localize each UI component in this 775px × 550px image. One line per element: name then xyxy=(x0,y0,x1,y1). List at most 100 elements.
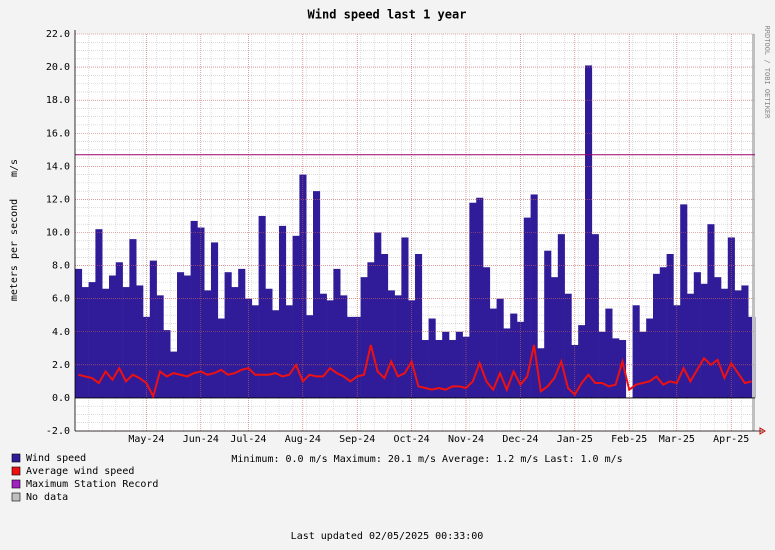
bar xyxy=(81,287,89,398)
bar xyxy=(408,300,416,398)
bar xyxy=(605,308,613,398)
bar xyxy=(428,318,436,398)
y-axis-label: meters per second xyxy=(9,199,20,301)
bar xyxy=(381,254,389,398)
legend-swatch xyxy=(11,492,21,502)
bar xyxy=(523,217,531,398)
bar xyxy=(156,295,164,398)
bar xyxy=(394,295,402,398)
stats: Minimum: 0.0 m/s Maximum: 20.1 m/s Avera… xyxy=(231,454,622,465)
bar xyxy=(693,272,701,398)
bar xyxy=(564,293,572,398)
bar xyxy=(469,202,477,398)
y-tick-label: 22.0 xyxy=(46,29,70,40)
bar xyxy=(217,318,225,398)
legend-swatch xyxy=(11,479,21,489)
x-tick-label: Sep-24 xyxy=(339,434,375,445)
bar xyxy=(544,250,552,398)
bar xyxy=(374,232,382,398)
bar xyxy=(727,237,735,398)
y-tick-label: 10.0 xyxy=(46,228,70,239)
legend-swatch xyxy=(11,453,21,463)
bar xyxy=(707,224,715,398)
legend-label: Average wind speed xyxy=(26,466,134,477)
bar xyxy=(360,277,368,398)
bar xyxy=(204,290,212,398)
bar xyxy=(741,285,749,398)
y-tick-label: 6.0 xyxy=(52,294,70,305)
bar xyxy=(95,229,103,398)
bar xyxy=(517,321,525,398)
legend-label: Maximum Station Record xyxy=(26,479,158,490)
bar xyxy=(122,287,130,398)
bar xyxy=(258,215,266,398)
y-tick-label: 16.0 xyxy=(46,128,70,139)
bar xyxy=(279,225,287,398)
bar xyxy=(75,268,83,398)
legend-label: Wind speed xyxy=(26,453,86,464)
bar xyxy=(714,277,722,398)
bar xyxy=(530,194,538,398)
y-tick-label: 18.0 xyxy=(46,95,70,106)
bar xyxy=(149,260,157,398)
bar xyxy=(734,290,742,398)
bar xyxy=(231,287,239,398)
bar xyxy=(639,331,647,398)
bar xyxy=(578,325,586,398)
bar xyxy=(449,340,457,398)
x-tick-label: Feb-25 xyxy=(611,434,647,445)
bar xyxy=(489,308,497,398)
legend-swatch xyxy=(11,466,21,476)
bar xyxy=(612,338,620,398)
bar xyxy=(415,254,423,398)
y-tick-label: 8.0 xyxy=(52,261,70,272)
bar xyxy=(115,262,123,398)
bar xyxy=(190,220,198,398)
x-tick-label: Aug-24 xyxy=(285,434,321,445)
bar xyxy=(646,318,654,398)
bar xyxy=(238,268,246,398)
x-tick-label: Jun-24 xyxy=(183,434,219,445)
x-tick-label: Jan-25 xyxy=(557,434,593,445)
bar xyxy=(496,298,504,398)
bar xyxy=(272,310,280,398)
y-tick-label: 4.0 xyxy=(52,327,70,338)
watermark: RRDTOOL / TOBI OETIKER xyxy=(763,26,771,120)
y-tick-label: 20.0 xyxy=(46,62,70,73)
bar xyxy=(285,305,293,398)
bar xyxy=(102,288,110,398)
bar xyxy=(177,272,185,398)
bar xyxy=(401,237,409,398)
bar xyxy=(421,340,429,398)
axis-arrow xyxy=(759,427,766,435)
bar xyxy=(306,315,314,398)
x-tick-label: Jul-24 xyxy=(230,434,266,445)
bar xyxy=(557,234,565,398)
x-tick-label: Dec-24 xyxy=(502,434,538,445)
bar xyxy=(619,340,627,398)
bar xyxy=(700,283,708,398)
bar xyxy=(585,65,593,398)
bar xyxy=(129,239,137,398)
bar xyxy=(347,316,355,398)
bar xyxy=(476,197,484,398)
y-tick-label: 0.0 xyxy=(52,393,70,404)
x-tick-label: Apr-25 xyxy=(713,434,749,445)
bar xyxy=(251,305,259,398)
bar xyxy=(591,234,599,398)
bar xyxy=(537,348,545,398)
bar xyxy=(510,313,518,398)
bar xyxy=(163,330,171,398)
bar xyxy=(136,285,144,398)
bar xyxy=(435,340,443,398)
bar xyxy=(367,262,375,398)
chart-title: Wind speed last 1 year xyxy=(308,8,467,22)
bar xyxy=(333,268,341,398)
bar xyxy=(571,344,579,398)
bar xyxy=(326,300,334,398)
bar xyxy=(183,275,191,398)
bar xyxy=(224,272,232,398)
bar xyxy=(551,277,559,398)
bar xyxy=(598,331,606,398)
bar xyxy=(687,293,695,398)
